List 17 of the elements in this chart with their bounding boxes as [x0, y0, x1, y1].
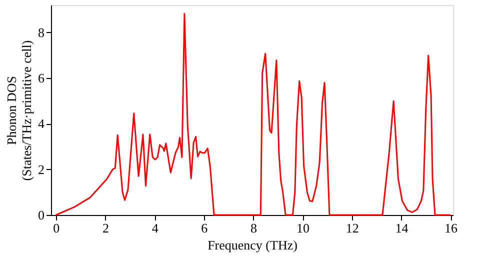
line-series: [55, 12, 452, 216]
y-tick-label: 4: [38, 116, 45, 132]
x-tick-label: 10: [296, 220, 310, 236]
y-tick-label: 6: [38, 70, 45, 86]
x-tick-label: 16: [444, 220, 458, 236]
x-tick-label: 12: [346, 220, 359, 236]
x-tick-label: 8: [250, 220, 257, 236]
x-tick-label: 2: [102, 220, 110, 236]
x-tick-label: 0: [53, 220, 60, 236]
y-tick-label: 2: [38, 162, 44, 177]
y-axis-title: Phonon DOS (States/THz·primitive cell): [4, 40, 34, 181]
x-tick-label: 14: [395, 220, 409, 236]
x-tick-label: 4: [152, 220, 159, 236]
x-axis-title: Frequency (THz): [208, 238, 298, 252]
y-tick-label: 8: [38, 24, 44, 40]
y-tick-label: 0: [38, 208, 44, 222]
x-tick-label: 6: [201, 220, 208, 236]
